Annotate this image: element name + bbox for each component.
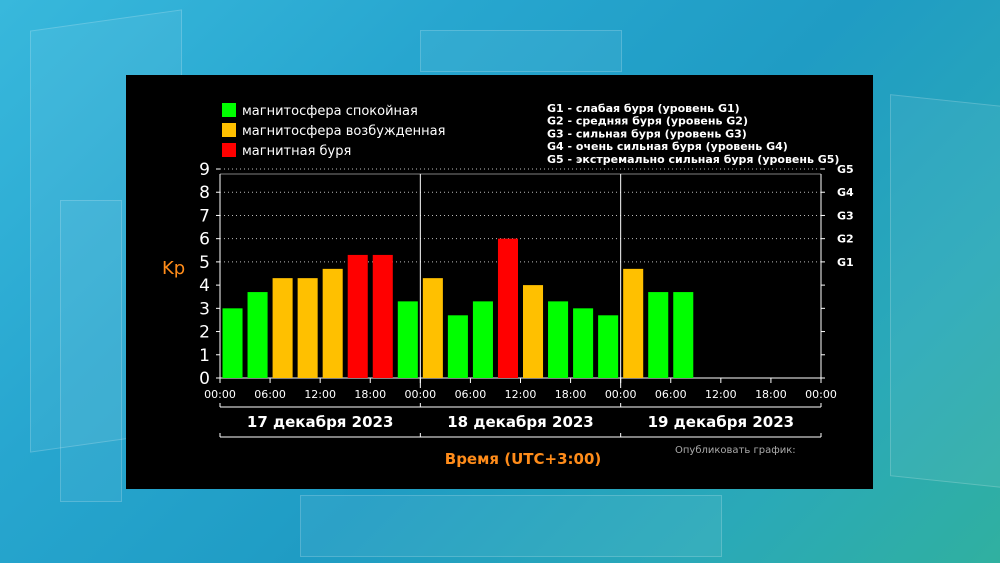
y-tick-label: 8 <box>199 183 210 203</box>
x-tick-label: 06:00 <box>655 388 687 401</box>
kp-bar <box>397 301 418 378</box>
kp-bar <box>648 292 669 378</box>
g-level-label: G1 <box>837 256 854 269</box>
kp-bar <box>272 278 293 378</box>
publish-chart-link[interactable]: Опубликовать график: <box>675 445 796 456</box>
kp-bar <box>573 308 594 378</box>
legend-label: магнитосфера возбужденная <box>242 124 445 139</box>
kp-bar <box>673 292 694 378</box>
x-tick-label: 12:00 <box>505 388 537 401</box>
y-tick-label: 2 <box>199 323 210 343</box>
kp-bar <box>497 238 518 378</box>
x-tick-label: 00:00 <box>805 388 837 401</box>
g-level-label: G4 <box>837 186 854 199</box>
kp-index-panel: магнитосфера спокойная магнитосфера возбу… <box>126 75 873 489</box>
x-tick-label: 12:00 <box>304 388 336 401</box>
kp-bar <box>222 308 243 378</box>
storm-level-text: G5 - экстремально сильная буря (уровень … <box>547 153 839 166</box>
legend-swatch <box>222 143 236 157</box>
y-tick-label: 9 <box>199 160 210 180</box>
kp-bar <box>548 301 569 378</box>
kp-bar <box>297 278 318 378</box>
background-shape <box>890 94 1000 488</box>
x-axis-title: Время (UTC+3:00) <box>445 450 601 468</box>
kp-bar <box>247 292 268 378</box>
storm-level-text: G2 - средняя буря (уровень G2) <box>547 115 748 128</box>
day-label: 17 декабря 2023 <box>247 413 394 431</box>
x-tick-label: 18:00 <box>555 388 587 401</box>
storm-level-text: G1 - слабая буря (уровень G1) <box>547 102 740 115</box>
y-tick-label: 6 <box>199 230 210 250</box>
kp-bar <box>347 254 368 378</box>
background-shape <box>60 200 122 502</box>
background-shape <box>300 495 722 557</box>
kp-bar <box>322 268 343 378</box>
day-label: 19 декабря 2023 <box>648 413 795 431</box>
legend-swatch <box>222 123 236 137</box>
storm-level-text: G4 - очень сильная буря (уровень G4) <box>547 140 788 153</box>
g-level-label: G5 <box>837 163 854 176</box>
kp-bar <box>422 278 443 378</box>
kp-bar <box>598 315 619 378</box>
x-tick-label: 18:00 <box>755 388 787 401</box>
y-tick-label: 4 <box>199 276 210 296</box>
kp-chart: магнитосфера спокойная магнитосфера возбу… <box>162 102 854 468</box>
kp-bar <box>372 254 393 378</box>
kp-bar <box>623 268 644 378</box>
y-tick-label: 3 <box>199 299 210 319</box>
y-tick-label: 1 <box>199 346 210 366</box>
x-tick-label: 00:00 <box>605 388 637 401</box>
x-tick-label: 12:00 <box>705 388 737 401</box>
kp-bar <box>472 301 493 378</box>
kp-bar <box>523 285 544 378</box>
day-label: 18 декабря 2023 <box>447 413 594 431</box>
x-tick-label: 06:00 <box>455 388 487 401</box>
y-tick-label: 7 <box>199 206 210 226</box>
legend-label: магнитосфера спокойная <box>242 104 418 119</box>
x-tick-label: 00:00 <box>204 388 236 401</box>
background-shape <box>420 30 622 72</box>
storm-level-text: G3 - сильная буря (уровень G3) <box>547 127 747 140</box>
g-level-label: G2 <box>837 233 854 246</box>
y-tick-label: 0 <box>199 369 210 389</box>
legend-label: магнитная буря <box>242 144 351 159</box>
kp-bar <box>447 315 468 378</box>
x-tick-label: 00:00 <box>404 388 436 401</box>
y-tick-label: 5 <box>199 253 210 273</box>
g-level-label: G3 <box>837 209 854 222</box>
y-axis-title: Kp <box>162 258 185 279</box>
x-tick-label: 18:00 <box>354 388 386 401</box>
legend-swatch <box>222 103 236 117</box>
x-tick-label: 06:00 <box>254 388 286 401</box>
